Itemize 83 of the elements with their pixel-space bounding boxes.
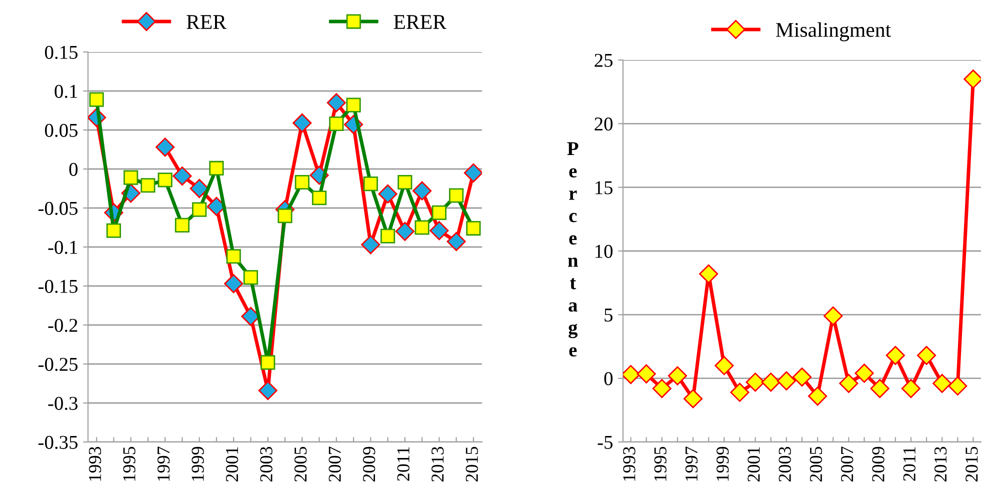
x-tick-label: 1993 [88,446,102,481]
y-tick-label: -5 [598,436,613,449]
point [224,274,244,294]
point [241,306,260,326]
point [412,181,432,200]
y-tick-label: -0.15 [38,280,78,294]
point [792,368,812,387]
y-tick-label: 10 [596,244,613,258]
x-tick-label: 1993 [623,446,636,481]
point [824,306,843,326]
x-tick-label: 2007 [328,446,341,482]
x-tick-label: 2011 [903,447,916,481]
y-tick-label: 5 [604,308,613,322]
y-tick-label: 25 [594,54,613,67]
point [464,163,482,182]
x-tick-label: 2009 [362,446,376,482]
point [636,364,656,384]
point [761,372,780,392]
text: Percentage [567,142,578,357]
x-tick-label: 2005 [810,446,822,482]
y-tick-label: 0.05 [44,124,78,138]
point [746,372,765,392]
point [932,374,952,393]
y-tick-label: -0.3 [48,396,78,410]
point [901,378,920,398]
x-tick-label: 2011 [397,447,410,481]
x-tick-label: 1999 [716,446,729,481]
point [430,221,449,240]
point [730,382,750,402]
legend-label: RER [186,15,227,29]
x-tick-label: 2003 [260,446,272,482]
y-tick-label: 20 [594,117,613,131]
y-tick-label: 0.1 [54,84,78,98]
point [378,184,398,204]
x-tick-label: 2009 [872,446,884,482]
point [258,380,278,400]
point [292,113,312,133]
y-tick-label: -0.05 [38,202,78,216]
point [886,346,905,365]
point [172,166,192,186]
point [684,389,703,408]
x-tick-label: 2005 [294,446,307,482]
y-tick-label: 15 [596,181,613,194]
y-tick-label: -0.1 [48,240,78,254]
y-tick-label: -0.35 [38,436,78,450]
legend-label: ERER [394,15,446,29]
point [668,366,688,386]
y-tick-label: 0.15 [44,46,78,60]
y-tick-label: 0 [69,162,78,176]
x-tick-label: 1995 [654,446,666,481]
point [916,346,936,365]
point [190,178,209,198]
point [808,386,828,406]
x-tick-label: 2013 [934,446,947,482]
x-tick-label: 1995 [123,446,136,481]
x-tick-label: 1997 [685,446,698,481]
x-tick-label: 2015 [466,446,478,482]
y-tick-label: 0 [604,372,613,386]
point [206,196,226,216]
y-tick-label: -0.2 [48,318,78,332]
x-tick-label: 1999 [192,446,204,481]
legend-label: Misalingment [776,22,891,42]
x-tick-label: 2003 [778,446,791,482]
x-tick-label: 2001 [226,447,238,482]
point [714,356,734,376]
x-tick-label: 2015 [966,446,978,482]
point [839,374,858,393]
point [948,376,968,396]
x-tick-label: 2001 [748,447,760,482]
point [699,264,718,284]
x-tick-label: 2007 [841,446,854,482]
point [156,138,175,157]
point [776,371,796,390]
x-tick-label: 1997 [157,446,170,481]
point [361,235,380,254]
point [446,232,466,252]
point [395,222,414,241]
point [326,93,346,112]
point [854,364,874,383]
point [652,378,672,398]
x-tick-label: 2013 [432,446,444,482]
y-tick-label: -0.25 [38,358,78,372]
point [870,378,890,398]
